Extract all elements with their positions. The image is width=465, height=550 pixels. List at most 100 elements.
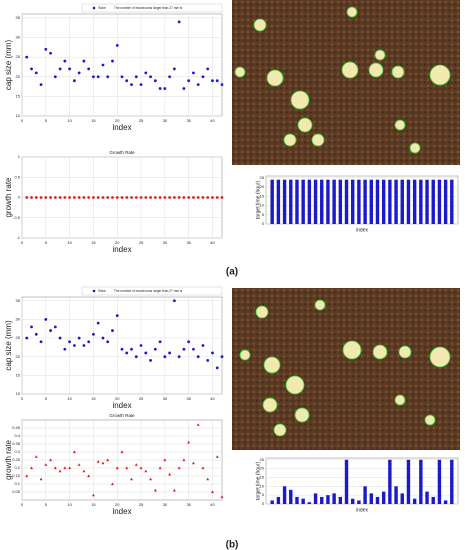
chart-title: Growth Rate bbox=[109, 413, 135, 418]
bar bbox=[326, 495, 330, 504]
point bbox=[96, 196, 100, 199]
bar bbox=[443, 179, 448, 224]
point bbox=[111, 329, 114, 332]
point bbox=[120, 347, 124, 351]
point bbox=[130, 477, 134, 481]
point bbox=[134, 355, 138, 359]
point bbox=[130, 83, 133, 87]
point bbox=[110, 482, 114, 486]
point bbox=[111, 59, 114, 63]
point bbox=[182, 196, 186, 199]
point bbox=[220, 495, 224, 498]
point bbox=[44, 196, 48, 199]
point bbox=[215, 366, 219, 370]
point bbox=[77, 336, 81, 340]
bar bbox=[412, 179, 417, 224]
point bbox=[172, 488, 176, 492]
x-axis-label: index bbox=[112, 401, 131, 410]
x-tick-label: 20 bbox=[115, 396, 120, 401]
x-tick-label: 20 bbox=[115, 240, 120, 245]
y-tick-label: 10 bbox=[16, 391, 21, 396]
bar bbox=[381, 179, 386, 224]
point bbox=[201, 196, 205, 199]
y-tick-label: 30 bbox=[16, 35, 21, 40]
y-tick-label: 35 bbox=[16, 15, 21, 20]
bar bbox=[295, 496, 299, 504]
point bbox=[215, 196, 219, 199]
panel-label: (a) bbox=[226, 267, 238, 278]
point bbox=[44, 317, 48, 321]
point bbox=[30, 466, 34, 470]
y-tick-label: 10 bbox=[260, 203, 265, 208]
point bbox=[192, 71, 195, 75]
point bbox=[163, 196, 167, 199]
x-tick-label: 30 bbox=[163, 396, 168, 401]
point bbox=[53, 75, 57, 79]
point bbox=[111, 196, 114, 199]
point bbox=[120, 75, 124, 79]
point bbox=[30, 196, 33, 199]
point bbox=[115, 466, 119, 470]
point bbox=[206, 196, 210, 199]
point bbox=[58, 67, 62, 71]
point bbox=[49, 329, 52, 332]
point bbox=[211, 196, 214, 199]
point bbox=[182, 347, 186, 351]
y-tick-label: 0.3 bbox=[14, 449, 20, 454]
point bbox=[101, 461, 105, 465]
bar bbox=[394, 179, 398, 224]
legend-label: Size bbox=[98, 288, 107, 293]
bar bbox=[425, 491, 429, 504]
point bbox=[92, 332, 95, 336]
point bbox=[172, 299, 176, 303]
plot-area bbox=[265, 175, 459, 225]
legend-box bbox=[81, 3, 223, 13]
point bbox=[206, 477, 210, 481]
point bbox=[144, 71, 148, 75]
point bbox=[158, 340, 162, 344]
point bbox=[168, 351, 172, 355]
y-tick-label: 20 bbox=[16, 354, 21, 359]
point bbox=[72, 344, 76, 347]
x-tick-label: 30 bbox=[163, 502, 168, 507]
bar bbox=[363, 179, 367, 224]
point bbox=[30, 67, 33, 71]
x-tick-label: 10 bbox=[67, 396, 72, 401]
bar bbox=[338, 179, 343, 224]
y-tick-label: 30 bbox=[16, 316, 21, 321]
point bbox=[72, 450, 76, 454]
point bbox=[187, 340, 191, 344]
y-tick-label: 5 bbox=[262, 212, 265, 217]
bar bbox=[406, 459, 411, 504]
x-tick-label: 0 bbox=[21, 118, 24, 123]
point bbox=[163, 458, 167, 462]
bar bbox=[307, 502, 312, 504]
bar bbox=[388, 459, 392, 504]
point bbox=[220, 355, 224, 359]
bar bbox=[406, 179, 411, 224]
point bbox=[149, 75, 152, 79]
point bbox=[58, 469, 62, 473]
point bbox=[168, 75, 172, 79]
point bbox=[182, 458, 186, 462]
point bbox=[144, 469, 148, 473]
point bbox=[158, 87, 162, 90]
y-axis-label: cap size (mm) bbox=[4, 40, 13, 91]
y-tick-label: 0.2 bbox=[14, 465, 20, 470]
bar bbox=[301, 498, 305, 504]
point bbox=[139, 466, 143, 470]
x-tick-label: 40 bbox=[210, 502, 215, 507]
annotation: The number of mushrooms larger than 27 m… bbox=[114, 289, 183, 293]
x-tick-label: 15 bbox=[91, 118, 96, 123]
legend-box bbox=[81, 286, 223, 296]
point bbox=[172, 196, 176, 199]
bar bbox=[301, 179, 305, 224]
point bbox=[220, 83, 224, 87]
bar bbox=[394, 486, 398, 504]
point bbox=[68, 340, 72, 344]
point bbox=[96, 321, 100, 325]
legend-label: Size bbox=[98, 5, 107, 10]
bar bbox=[412, 498, 417, 504]
y-tick-label: 0.35 bbox=[12, 441, 21, 446]
bar bbox=[351, 179, 355, 224]
